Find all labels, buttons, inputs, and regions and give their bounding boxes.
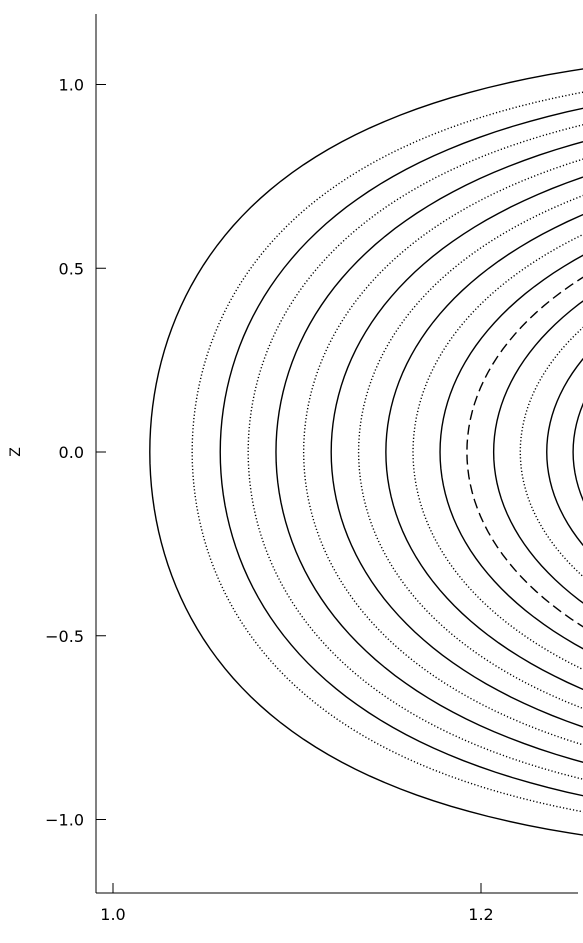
flux-surface [439, 254, 583, 650]
flux-surface [191, 91, 583, 813]
flux-surface [275, 141, 583, 763]
flux-surface [572, 402, 583, 502]
x-ticks: 1.01.21.41.61.82.02.2 [100, 883, 494, 924]
x-tick-label: 1.2 [468, 905, 493, 924]
y-tick-label: −1.0 [45, 811, 84, 830]
flux-surface [546, 357, 583, 547]
x-tick-label: 1.0 [100, 905, 125, 924]
flux-surface [412, 233, 583, 671]
flux-surface [385, 213, 583, 691]
y-tick-label: 0.5 [59, 259, 84, 278]
flux-surface [330, 176, 583, 728]
y-tick-label: −0.5 [45, 627, 84, 646]
axes: 1.01.21.41.61.82.02.2 1.00.50.0−0.5−1.0 … [8, 14, 578, 924]
flux-surfaces [149, 68, 583, 836]
flux-surface [302, 158, 583, 746]
y-axis-label: Z [8, 447, 24, 457]
y-tick-label: 1.0 [59, 76, 84, 95]
y-ticks: 1.0 0.5 0.0 −0.5 −1.0 [45, 76, 106, 830]
flux-surface [357, 194, 583, 710]
flux-surface [492, 300, 583, 604]
y-tick-label: 0.0 [59, 443, 84, 462]
flux-surface [247, 124, 583, 780]
flux-surface [149, 68, 583, 836]
flux-surface [219, 107, 583, 797]
flux-surface [466, 276, 583, 628]
